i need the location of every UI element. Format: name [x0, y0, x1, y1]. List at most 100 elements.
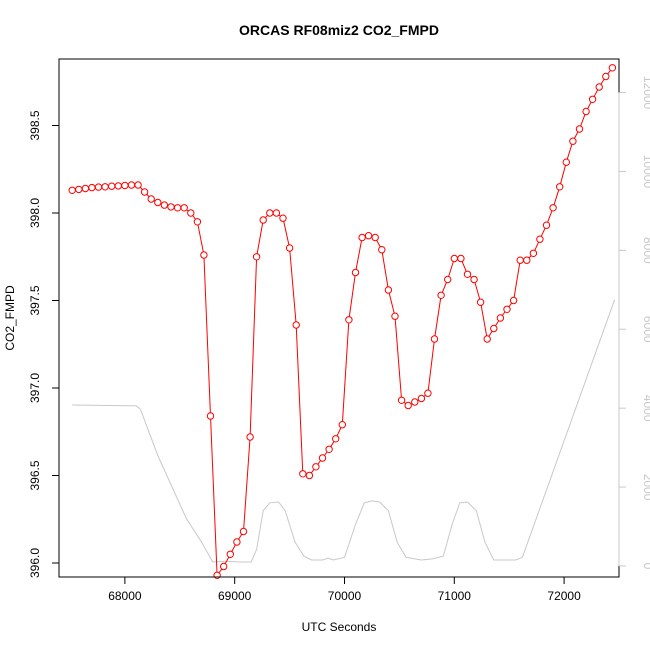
data-point — [542, 221, 551, 229]
data-point — [358, 233, 366, 242]
data-point — [305, 471, 314, 480]
data-point — [173, 204, 182, 212]
data-point — [384, 286, 393, 294]
data-point — [279, 214, 287, 222]
data-point — [417, 394, 426, 403]
data-point — [463, 270, 472, 278]
gray-series — [72, 299, 616, 563]
x-tick-label: 72000 — [547, 589, 581, 603]
data-point — [391, 312, 399, 320]
data-point — [127, 181, 136, 189]
data-point — [200, 251, 208, 259]
data-point — [424, 389, 432, 397]
data-point — [226, 550, 235, 558]
data-point — [516, 256, 524, 264]
data-point — [430, 335, 439, 343]
data-point — [523, 256, 531, 264]
data-point — [121, 181, 129, 190]
data-point — [536, 235, 544, 243]
data-point — [608, 64, 617, 72]
data-point — [595, 83, 603, 91]
y-axis-right: 0 2000 4000 6000 8000 10000 12000 — [618, 76, 650, 570]
y-tick-label: 398.5 — [28, 110, 42, 140]
data-point — [476, 298, 485, 306]
data-point — [490, 324, 498, 333]
data-point — [299, 470, 307, 478]
data-point — [457, 254, 465, 263]
data-point — [325, 445, 333, 453]
data-point — [556, 183, 564, 191]
y-tick-label: 397.0 — [28, 373, 42, 403]
data-point — [266, 209, 274, 217]
data-point — [351, 268, 360, 277]
data-point — [404, 401, 412, 410]
x-axis: 68000 69000 70000 71000 72000 — [108, 576, 581, 603]
data-point — [444, 275, 452, 284]
y2-tick-label: 12000 — [641, 76, 650, 110]
data-point — [575, 125, 584, 133]
x-axis-label: UTC Seconds — [302, 620, 377, 634]
y2-tick-label: 6000 — [641, 316, 650, 343]
y-axis-label: CO2_FMPD — [3, 285, 17, 351]
y-tick-label: 397.5 — [28, 285, 42, 315]
data-point — [450, 254, 458, 263]
data-point — [588, 95, 597, 104]
data-point — [101, 183, 109, 191]
data-point — [470, 275, 478, 284]
data-point — [147, 195, 155, 203]
x-tick-label: 68000 — [108, 589, 142, 603]
data-point — [496, 314, 505, 322]
data-point — [154, 198, 162, 207]
data-point — [371, 233, 379, 242]
data-point — [549, 204, 557, 212]
data-point — [292, 321, 300, 329]
data-point — [503, 305, 511, 313]
y-tick-label: 396.5 — [28, 460, 42, 490]
x-tick-label: 69000 — [218, 589, 252, 603]
data-point — [94, 183, 103, 191]
y2-tick-label: 0 — [641, 563, 650, 570]
data-point — [364, 232, 373, 240]
data-point — [483, 335, 491, 343]
data-point — [108, 182, 116, 190]
data-point — [259, 216, 267, 224]
data-point — [272, 209, 281, 217]
data-point — [68, 186, 76, 195]
data-point — [213, 571, 221, 579]
data-point — [193, 218, 202, 226]
data-point — [318, 454, 327, 462]
data-point — [312, 463, 320, 471]
data-point — [397, 396, 406, 404]
data-point — [167, 203, 175, 211]
x-tick-label: 70000 — [328, 589, 362, 603]
data-point — [602, 72, 610, 81]
data-point — [246, 433, 254, 441]
red-series — [68, 64, 617, 579]
y2-tick-label: 10000 — [641, 155, 650, 189]
data-point — [140, 188, 149, 196]
data-point — [187, 209, 195, 217]
data-point — [411, 398, 419, 406]
data-point — [252, 253, 261, 261]
y-tick-label: 398.0 — [28, 198, 42, 228]
data-point — [180, 204, 188, 212]
gray-series-line — [72, 299, 616, 563]
data-point — [378, 246, 386, 254]
data-point — [345, 316, 353, 324]
data-point — [233, 538, 241, 546]
data-point — [81, 184, 90, 193]
data-point — [114, 182, 123, 190]
data-point — [509, 296, 518, 305]
y-axis-left: 396.0 396.5 397.0 397.5 398.0 398.5 — [28, 110, 60, 578]
data-point — [338, 421, 346, 429]
data-point — [160, 201, 169, 209]
y2-tick-label: 4000 — [641, 395, 650, 422]
data-point — [285, 244, 294, 252]
data-point — [75, 185, 83, 194]
data-point — [529, 249, 538, 258]
chart-title: ORCAS RF08miz2 CO2_FMPD — [239, 22, 439, 38]
data-point — [206, 412, 215, 420]
x-tick-label: 71000 — [438, 589, 472, 603]
